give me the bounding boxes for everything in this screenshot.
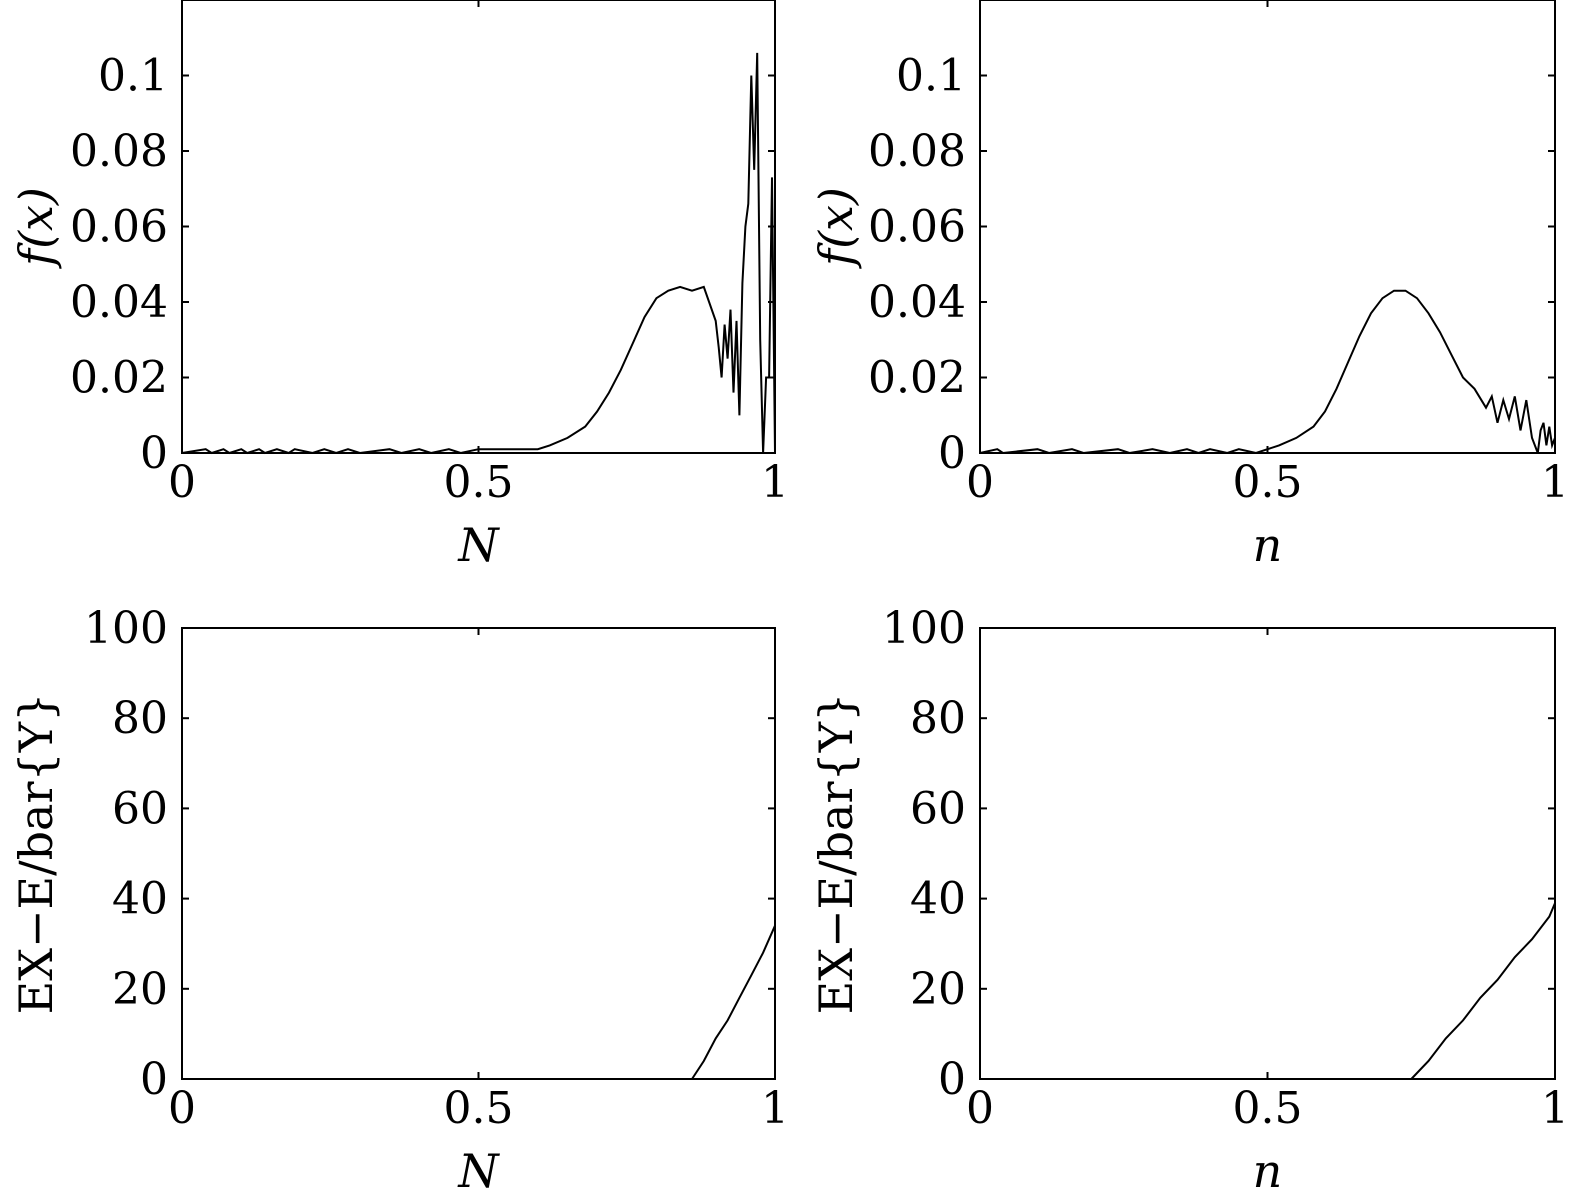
y-tick-label: 0.04 [868,277,966,328]
y-tick-label: 0.06 [868,202,966,253]
plot-frame [181,627,776,1080]
x-tick-label: 0.5 [444,457,514,508]
y-tick-label: 0.1 [98,51,168,102]
x-axis-label: n [1253,1144,1283,1197]
x-axis-label: N [457,1144,500,1197]
series-line [1410,902,1556,1080]
x-tick-label: 0.5 [444,1083,514,1134]
panel-top-right: 0 0.5 1 0 0.02 0.04 0.06 0.08 0.1 n f(x) [809,0,1569,572]
y-tick-label: 0 [140,428,168,479]
x-tick-label: 1 [1541,1083,1569,1134]
series-line [181,52,776,455]
y-tick-label: 0 [938,1054,966,1105]
y-tick-label: 0.04 [70,277,168,328]
series-line [691,925,776,1080]
plot-frame [979,0,1556,454]
x-tick-label: 0.5 [1233,1083,1303,1134]
y-tick-label: 0 [140,1054,168,1105]
x-tick-label: 0 [168,457,196,508]
plot-frame [181,0,776,454]
y-axis-label: EX−E/bar{Y} [809,693,863,1015]
x-tick-label: 0.5 [1233,457,1303,508]
y-tick-label: 80 [112,693,168,744]
x-tick-label: 1 [1541,457,1569,508]
x-axis-label: N [457,518,500,572]
y-tick-label: 100 [882,603,966,654]
y-tick-label: 100 [84,603,168,654]
x-tick-label: 1 [761,1083,789,1134]
x-tick-label: 1 [761,457,789,508]
panel-bottom-left: 0 0.5 1 0 20 40 60 80 100 N EX−E/bar{Y} [9,603,789,1197]
y-tick-label: 0.08 [70,126,168,177]
y-axis-label: EX−E/bar{Y} [9,693,63,1015]
x-axis-label: n [1253,518,1283,572]
y-tick-label: 60 [112,783,168,834]
series-line [979,289,1556,455]
y-tick-label: 80 [910,693,966,744]
y-tick-label: 20 [910,964,966,1015]
y-axis-label: f(x) [809,187,863,269]
y-tick-label: 40 [112,874,168,925]
y-tick-label: 0.02 [70,353,168,404]
x-tick-label: 0 [168,1083,196,1134]
y-tick-label: 0 [938,428,966,479]
y-tick-label: 0.1 [896,51,966,102]
x-tick-label: 0 [966,1083,994,1134]
y-tick-label: 40 [910,874,966,925]
y-tick-label: 20 [112,964,168,1015]
y-tick-label: 0.02 [868,353,966,404]
y-tick-label: 60 [910,783,966,834]
panel-bottom-right: 0 0.5 1 0 20 40 60 80 100 n EX−E/bar{Y} [809,603,1569,1197]
y-axis-label: f(x) [9,187,63,269]
x-tick-label: 0 [966,457,994,508]
y-tick-label: 0.08 [868,126,966,177]
panel-top-left: 0 0.5 1 0 0.02 0.04 0.06 0.08 0.1 Nf(x) [9,0,789,572]
y-tick-label: 0.06 [70,202,168,253]
